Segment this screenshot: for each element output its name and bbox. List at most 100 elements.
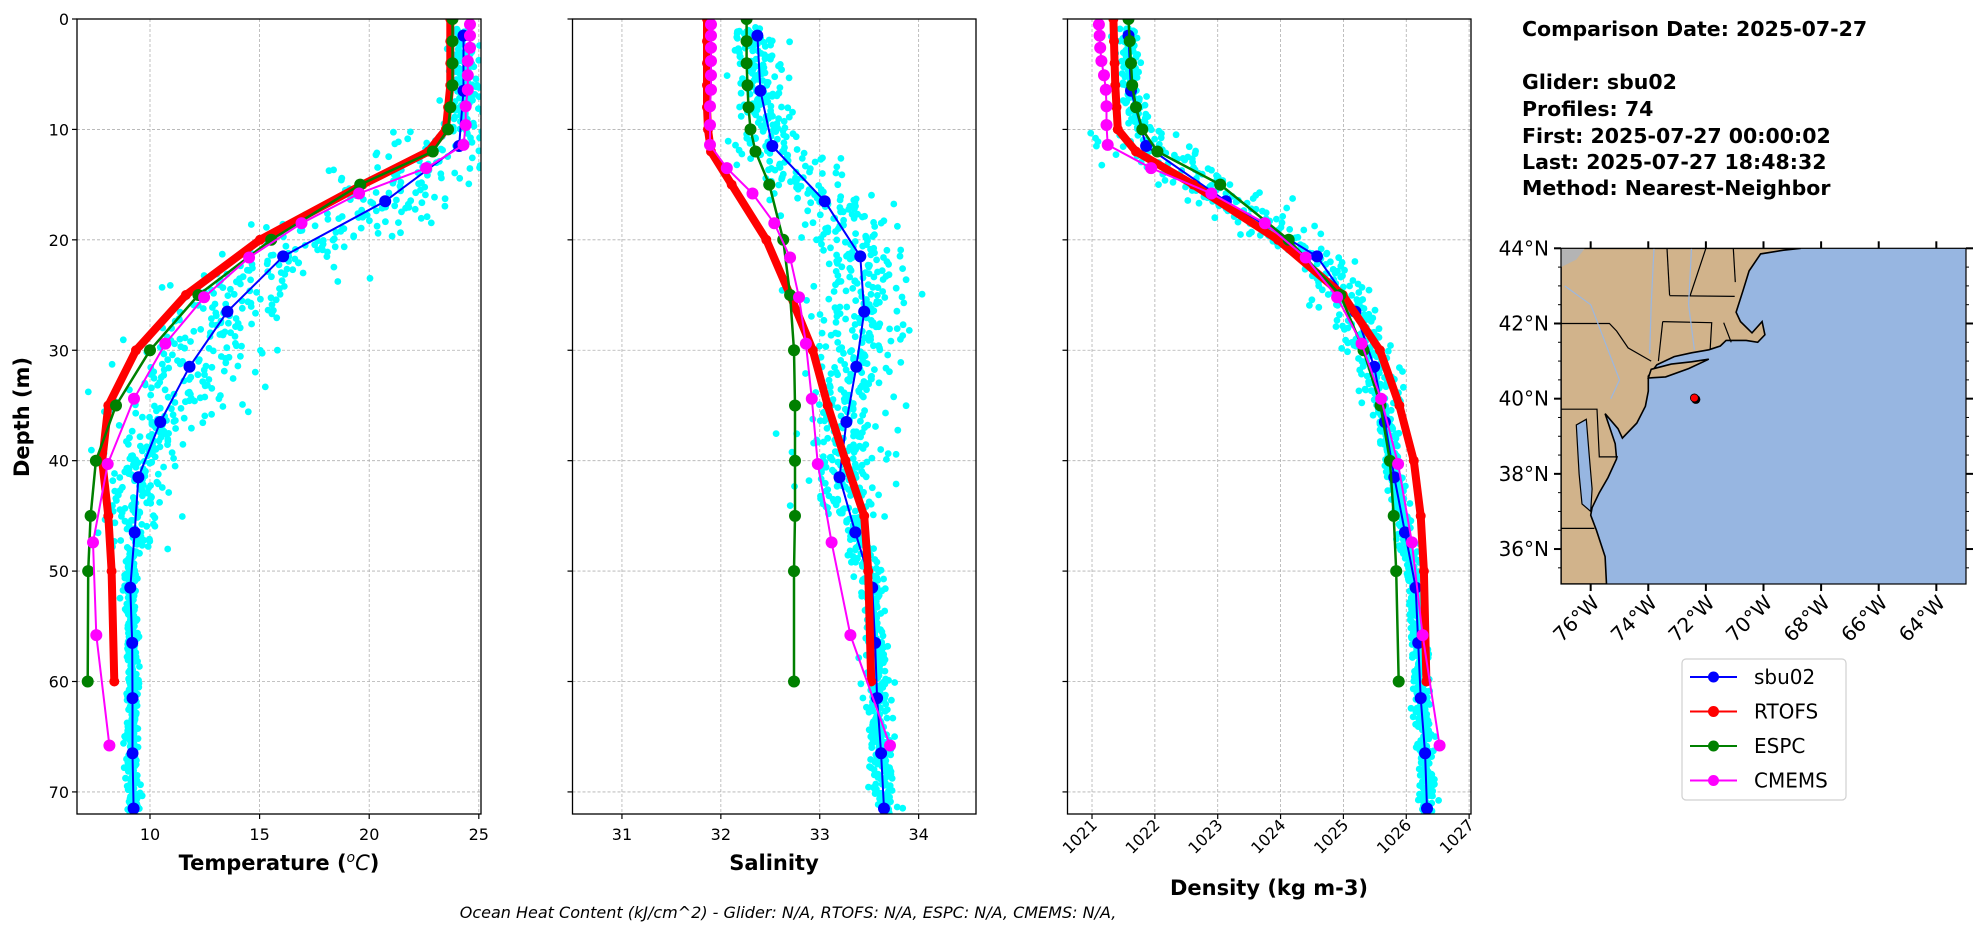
raw-glider-point	[774, 135, 781, 143]
raw-glider-point	[800, 149, 808, 157]
data-point-cmems	[1205, 187, 1218, 200]
raw-glider-point	[804, 207, 812, 215]
raw-glider-point	[281, 270, 289, 278]
raw-glider-point	[418, 199, 426, 207]
raw-glider-point	[147, 391, 155, 399]
raw-glider-point	[1331, 269, 1339, 277]
raw-glider-point	[850, 214, 858, 222]
raw-glider-point	[809, 219, 817, 227]
lat-tick-label: 38°N	[1499, 462, 1549, 486]
raw-glider-point	[1346, 282, 1353, 290]
raw-glider-point	[1189, 158, 1196, 166]
raw-glider-point	[116, 474, 124, 481]
raw-glider-point	[1435, 797, 1442, 804]
y-tick-label: 60	[49, 673, 69, 692]
raw-glider-point	[257, 295, 264, 303]
series-line-espc	[745, 19, 797, 682]
data-point-espc	[446, 19, 459, 25]
raw-glider-point	[164, 356, 172, 364]
raw-glider-point	[1333, 316, 1341, 324]
raw-glider-point	[869, 283, 877, 291]
raw-glider-point	[1093, 142, 1100, 150]
raw-glider-point	[251, 368, 259, 376]
raw-glider-point	[1394, 442, 1401, 450]
raw-glider-point	[818, 240, 825, 248]
raw-glider-point	[782, 133, 790, 141]
raw-glider-point	[116, 594, 124, 602]
raw-glider-point	[802, 370, 809, 377]
raw-glider-point	[188, 424, 195, 432]
y-tick-label: 50	[49, 562, 69, 581]
data-point-cmems	[128, 392, 140, 405]
raw-glider-point	[437, 145, 445, 153]
raw-glider-point	[151, 453, 159, 461]
raw-glider-point	[736, 103, 743, 111]
raw-glider-point	[821, 479, 829, 487]
raw-glider-point	[834, 371, 841, 379]
raw-glider-point	[772, 128, 780, 136]
raw-glider-point	[899, 804, 907, 812]
raw-glider-point	[274, 346, 281, 354]
raw-glider-point	[877, 446, 885, 453]
raw-glider-point	[829, 456, 836, 464]
raw-glider-point	[868, 191, 875, 199]
data-point-sbu02	[128, 526, 141, 539]
raw-glider-point	[1324, 291, 1332, 298]
raw-glider-point	[879, 632, 887, 640]
raw-glider-point	[253, 289, 260, 296]
raw-glider-point	[1184, 197, 1192, 204]
raw-glider-point	[227, 285, 234, 293]
raw-glider-point	[867, 290, 875, 298]
raw-glider-point	[771, 73, 779, 81]
lake-region	[1561, 248, 1585, 268]
data-point-rtofs	[1418, 566, 1429, 577]
raw-glider-point	[881, 294, 889, 301]
long-island	[1647, 358, 1710, 379]
raw-glider-point	[456, 174, 464, 182]
raw-glider-point	[247, 221, 255, 228]
raw-glider-point	[1349, 277, 1357, 284]
data-point-rtofs	[822, 400, 833, 411]
raw-glider-point	[852, 558, 859, 566]
raw-glider-point	[276, 285, 283, 292]
raw-glider-point	[334, 278, 342, 285]
raw-glider-point	[117, 537, 125, 544]
raw-glider-point	[862, 473, 870, 481]
raw-glider-point	[177, 405, 185, 412]
raw-glider-point	[1112, 151, 1120, 159]
raw-glider-point	[1369, 411, 1377, 419]
raw-glider-point	[845, 486, 853, 493]
legend-marker-icon	[1708, 706, 1719, 717]
raw-glider-point	[737, 89, 745, 97]
raw-glider-point	[810, 282, 818, 290]
raw-glider-point	[145, 484, 153, 492]
raw-glider-point	[273, 314, 281, 322]
data-point-cmems	[464, 41, 476, 54]
raw-glider-point	[1344, 339, 1352, 347]
raw-glider-point	[1211, 214, 1219, 222]
data-point-cmems	[1299, 251, 1312, 264]
raw-glider-point	[850, 432, 857, 440]
data-point-cmems	[705, 55, 717, 67]
method: Method: Nearest-Neighbor	[1522, 176, 1831, 200]
raw-glider-point	[820, 438, 827, 446]
raw-glider-point	[170, 418, 178, 425]
data-point-rtofs	[106, 566, 117, 577]
raw-glider-point	[337, 176, 345, 184]
data-point-rtofs	[255, 234, 265, 245]
raw-glider-point	[785, 113, 793, 121]
raw-glider-point	[431, 193, 438, 201]
raw-glider-point	[850, 448, 858, 456]
raw-glider-point	[1208, 166, 1215, 174]
lon-tick-label: 74°W	[1606, 590, 1662, 646]
raw-glider-point	[778, 175, 785, 183]
raw-glider-point	[391, 140, 399, 148]
raw-glider-point	[823, 425, 831, 432]
raw-glider-point	[776, 84, 784, 91]
raw-glider-point	[407, 128, 414, 136]
state-border	[1662, 321, 1713, 349]
raw-glider-point	[889, 714, 897, 722]
raw-glider-point	[879, 288, 887, 295]
raw-glider-point	[1375, 334, 1383, 341]
state-border	[1561, 322, 1652, 362]
